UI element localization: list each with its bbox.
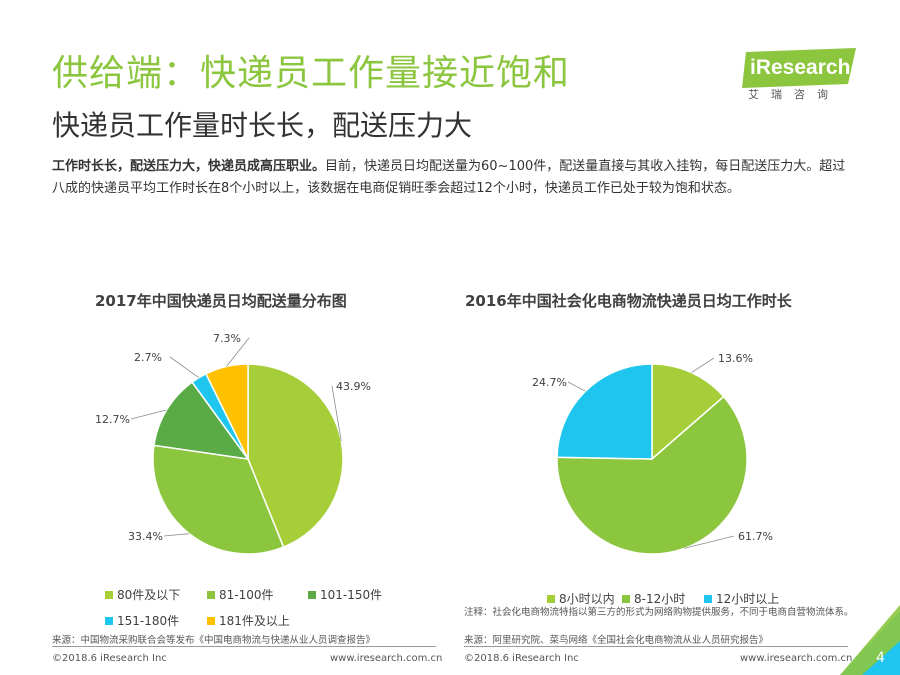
chart1-legend-item-4: 181件及以上 — [207, 612, 290, 629]
chart1-legend-swatch-2 — [308, 590, 316, 599]
footer-url-left[interactable]: www.iresearch.com.cn — [330, 653, 443, 664]
chart2-leader-2 — [567, 381, 586, 392]
page-title: 供给端：快递员工作量接近饱和 — [52, 53, 571, 94]
footer-copyright-left: ©2018.6 iResearch Inc — [52, 653, 167, 664]
chart2-label-0: 13.6% — [718, 352, 753, 365]
corner-decoration — [840, 605, 900, 675]
logo-text: iResearch — [750, 56, 851, 79]
chart1-leader-4 — [226, 337, 250, 367]
chart2-legend-item-2: 12小时以上 — [704, 590, 779, 607]
chart1-leader-0 — [331, 385, 342, 441]
chart1-slice-1 — [152, 444, 285, 555]
chart1-leader-3 — [169, 356, 200, 379]
footer-copyright-right: ©2018.6 iResearch Inc — [464, 653, 579, 664]
chart1-leader-1 — [163, 533, 190, 537]
footer-divider-right — [464, 646, 848, 647]
chart1-label-0: 43.9% — [336, 380, 371, 393]
chart2-note: 注释：社会化电商物流特指以第三方的形式为网络购物提供服务，不同于电商自营物流体系… — [464, 607, 854, 618]
chart2-legend-swatch-2 — [704, 594, 712, 603]
chart1-legend-label-2: 101-150件 — [320, 588, 383, 602]
chart2-legend-item-1: 8-12小时 — [622, 590, 685, 607]
chart2-legend-label-0: 8小时以内 — [559, 592, 615, 606]
chart2-label-1: 61.7% — [738, 530, 773, 543]
chart1-label-3: 2.7% — [134, 351, 162, 364]
chart1-label-1: 33.4% — [128, 530, 163, 543]
chart1-legend-label-4: 181件及以上 — [219, 614, 290, 628]
chart1-legend-label-3: 151-180件 — [117, 614, 180, 628]
chart2-legend-item-0: 8小时以内 — [547, 590, 615, 607]
footer-divider-left — [52, 646, 436, 647]
chart1-legend-swatch-0 — [105, 590, 113, 599]
iresearch-logo: iResearch 艾瑞咨询 — [742, 48, 860, 104]
chart1-legend-swatch-3 — [105, 616, 113, 625]
logo-subtext: 艾瑞咨询 — [748, 88, 840, 101]
chart1-label-2: 12.7% — [95, 413, 130, 426]
chart1-slice-0 — [247, 363, 344, 549]
chart1-legend-swatch-1 — [207, 590, 215, 599]
chart2-leader-0 — [691, 357, 715, 373]
chart1-legend-label-1: 81-100件 — [219, 588, 274, 602]
summary-paragraph: 工作时长长，配送压力大，快递员成高压职业。目前，快递员日均配送量为60~100件… — [52, 156, 852, 200]
chart1-label-4: 7.3% — [213, 332, 241, 345]
chart2-source: 来源：阿里研究院、菜鸟网络《全国社会化电商物流从业人员研究报告》 — [464, 635, 769, 646]
chart2-leader-1 — [684, 535, 735, 549]
chart2-title: 2016年中国社会化电商物流快递员日均工作时长 — [465, 292, 792, 310]
chart1-leader-2 — [130, 409, 167, 420]
footer-url-right[interactable]: www.iresearch.com.cn — [740, 653, 853, 664]
chart1-legend-item-0: 80件及以下 — [105, 586, 180, 603]
chart2-legend-label-2: 12小时以上 — [716, 592, 780, 606]
chart1-legend-item-2: 101-150件 — [308, 586, 382, 603]
logo-shape — [742, 48, 856, 88]
chart2-legend-label-1: 8-12小时 — [634, 592, 686, 606]
chart1-legend-label-0: 80件及以下 — [117, 588, 181, 602]
page-subtitle: 快递员工作量时长长，配送压力大 — [52, 109, 473, 142]
chart1-legend-item-1: 81-100件 — [207, 586, 274, 603]
chart1-title: 2017年中国快递员日均配送量分布图 — [95, 292, 347, 310]
chart1-source: 来源：中国物流采购联合会等发布《中国电商物流与快递从业人员调查报告》 — [52, 635, 376, 646]
chart2-slice-2 — [556, 363, 653, 460]
summary-text: 目前，快递员日均配送量为60~100件，配送量直接与其收入挂钩，每日配送压力大。… — [52, 159, 846, 196]
summary-bold: 工作时长长，配送压力大，快递员成高压职业。 — [52, 159, 326, 174]
page-number: 4 — [876, 650, 885, 666]
chart2-legend-swatch-1 — [622, 594, 630, 603]
chart1-legend-item-3: 151-180件 — [105, 612, 179, 629]
chart2-label-2: 24.7% — [532, 376, 567, 389]
chart1-legend-swatch-4 — [207, 616, 215, 625]
chart2-legend-swatch-0 — [547, 594, 555, 603]
